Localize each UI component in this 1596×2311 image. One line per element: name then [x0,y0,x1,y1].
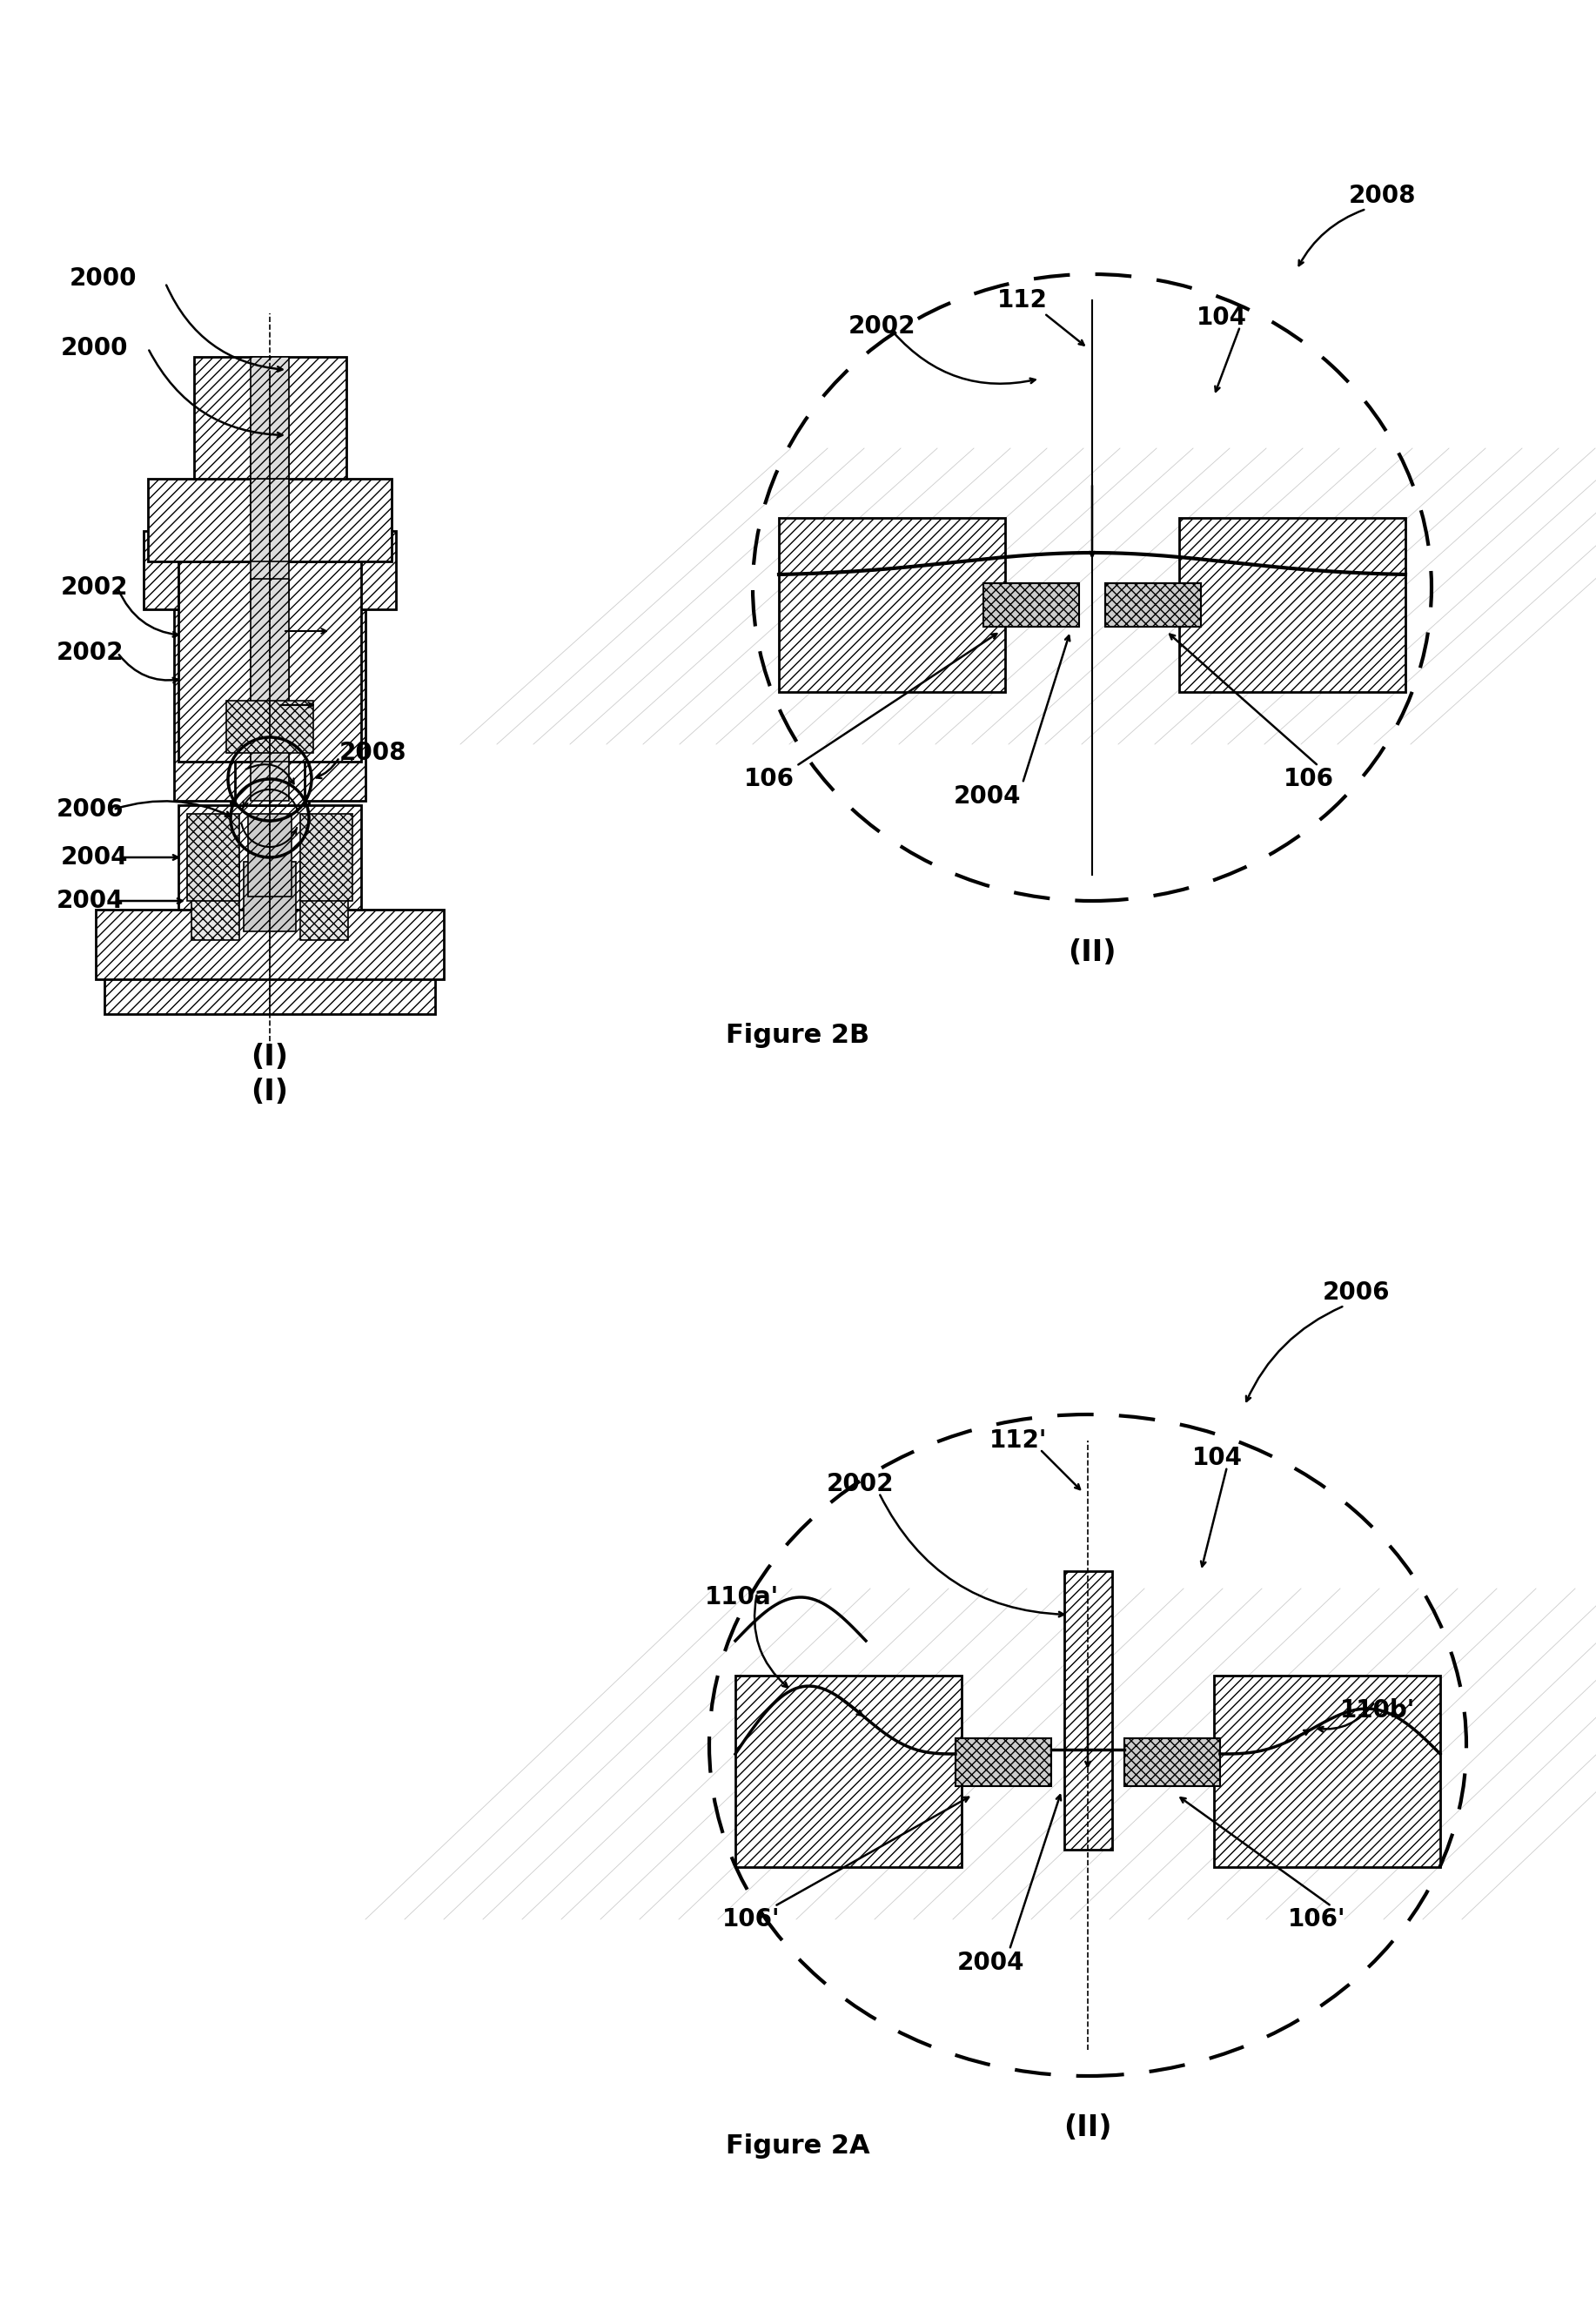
Bar [1104,582,1200,626]
Text: 106': 106' [1288,1907,1345,1932]
Text: 106: 106 [744,767,795,790]
Text: 2002: 2002 [61,575,128,601]
Text: 2006: 2006 [56,797,124,823]
Bar [179,804,361,911]
Text: 110b': 110b' [1341,1699,1416,1722]
Text: 2004: 2004 [61,846,128,869]
Bar [244,862,295,931]
Bar [1179,518,1406,691]
Bar [251,532,289,610]
Text: Figure 2B: Figure 2B [726,1024,870,1049]
Bar [247,813,292,897]
Text: 2006: 2006 [1323,1280,1390,1306]
Bar [251,356,289,478]
Bar [1124,1738,1219,1786]
Bar [1065,1571,1112,1849]
Text: Figure 2A: Figure 2A [726,2133,870,2158]
Bar [174,610,365,802]
Text: 2004: 2004 [958,1950,1025,1976]
Bar [179,562,361,763]
Bar [192,862,239,941]
Bar [184,853,358,950]
Bar [96,911,444,980]
Text: 2002: 2002 [56,640,124,666]
Bar [251,636,289,802]
Bar [779,518,1005,691]
Text: 2004: 2004 [954,783,1021,809]
Bar [251,578,289,763]
Bar [104,950,436,1015]
Bar [235,763,305,804]
Text: 104: 104 [1197,305,1246,330]
Bar [187,813,239,901]
Text: (I): (I) [251,1077,289,1107]
Bar [227,700,313,753]
Text: 112: 112 [998,289,1047,312]
Text: (I): (I) [251,1042,289,1072]
Bar [144,532,396,610]
Text: 106: 106 [1283,767,1334,790]
Bar [300,862,348,941]
Text: 110a': 110a' [705,1585,779,1608]
Bar [956,1738,1052,1786]
Text: 2004: 2004 [56,890,124,913]
Bar [983,582,1079,626]
Bar [196,418,343,532]
Bar [251,418,289,532]
Bar [251,478,289,562]
Bar [300,813,353,901]
Bar [230,802,310,853]
Text: 104: 104 [1192,1447,1243,1470]
Text: (II): (II) [1063,2115,1112,2142]
Bar [1215,1675,1440,1867]
Text: 112': 112' [990,1428,1047,1454]
Text: 2002: 2002 [849,314,916,340]
Text: 106': 106' [723,1907,780,1932]
Text: 2000: 2000 [70,266,137,291]
Text: 2002: 2002 [827,1472,894,1495]
Text: 2008: 2008 [340,742,407,765]
Text: 2000: 2000 [61,335,128,361]
Text: (II): (II) [1068,938,1116,968]
Bar [195,356,346,478]
Bar [736,1675,962,1867]
Text: 2008: 2008 [1349,183,1416,208]
Bar [148,478,391,562]
